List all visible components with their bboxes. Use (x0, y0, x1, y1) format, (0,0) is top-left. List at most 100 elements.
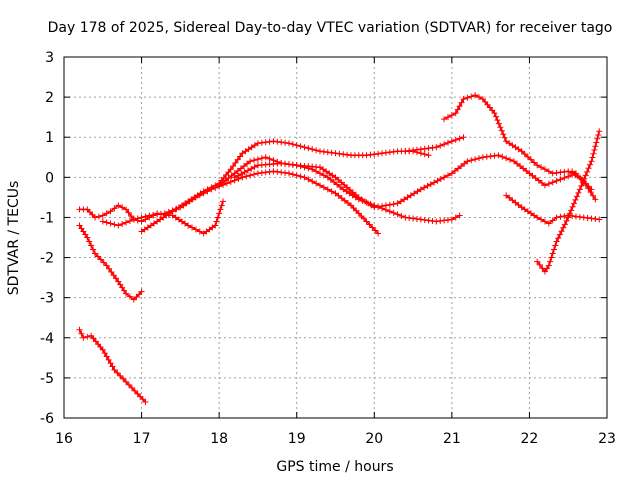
data-point-marker (216, 182, 223, 189)
data-point-marker (119, 284, 126, 291)
data-point-marker (358, 196, 365, 203)
data-point-marker (142, 213, 149, 220)
data-point-marker (552, 242, 559, 249)
data-point-marker (163, 212, 170, 219)
data-point-marker (123, 206, 130, 213)
data-point-marker (341, 197, 348, 204)
data-point-marker (561, 168, 568, 175)
data-point-marker (460, 134, 467, 141)
data-point-marker (228, 172, 235, 179)
data-point-marker (95, 213, 102, 220)
y-tick-labels: -6 -5 -4 -3 -2 -1 0 1 2 3 (40, 50, 54, 427)
data-point-marker (433, 144, 440, 151)
data-point-marker (587, 161, 594, 168)
data-point-marker (421, 145, 428, 152)
data-point-marker (402, 148, 409, 155)
data-point-marker (527, 156, 534, 163)
data-point-marker (425, 152, 432, 159)
data-point-marker (169, 208, 176, 215)
data-point-marker (335, 176, 342, 183)
data-point-marker (375, 203, 382, 210)
data-point-marker (103, 210, 110, 217)
data-point-marker (448, 216, 455, 223)
data-point-marker (394, 211, 401, 218)
data-point-marker (441, 141, 448, 148)
data-point-marker (483, 153, 490, 160)
data-point-marker (216, 210, 223, 217)
data-point-marker (584, 168, 591, 175)
data-point-marker (413, 215, 420, 222)
data-point-marker (123, 290, 130, 297)
data-point-marker (352, 191, 359, 198)
data-point-marker (115, 278, 122, 285)
data-point-marker (266, 168, 273, 175)
data-point-marker (84, 206, 91, 213)
data-point-marker (553, 238, 560, 245)
data-point-marker (146, 212, 153, 219)
data-point-marker (227, 178, 234, 185)
data-point-marker (234, 172, 241, 179)
data-point-marker (99, 218, 106, 225)
data-point-marker (576, 186, 583, 193)
data-point-marker (175, 216, 182, 223)
data-point-marker (254, 140, 261, 147)
data-point-marker (529, 172, 536, 179)
data-point-marker (285, 161, 292, 168)
data-point-marker (413, 146, 420, 153)
data-point-marker (347, 186, 354, 193)
data-point-marker (245, 146, 252, 153)
data-point-marker (531, 212, 538, 219)
data-point-marker (99, 212, 106, 219)
data-point-marker (293, 142, 300, 149)
data-point-marker (107, 208, 114, 215)
data-point-marker (278, 169, 285, 176)
data-point-marker (410, 147, 417, 154)
data-point-marker (160, 214, 167, 221)
data-point-marker (571, 200, 578, 207)
data-point-marker (464, 158, 471, 165)
x-tick-label: 18 (210, 431, 228, 447)
data-point-marker (337, 183, 344, 190)
data-point-marker (407, 192, 414, 199)
data-point-marker (390, 201, 397, 208)
data-point-marker (421, 184, 428, 191)
data-point-marker (154, 218, 161, 225)
data-point-marker (346, 190, 353, 197)
data-point-marker (588, 215, 595, 222)
data-point-marker (585, 165, 592, 172)
data-point-marker (536, 261, 543, 268)
data-point-marker (289, 161, 296, 168)
data-point-marker (109, 363, 116, 370)
data-point-marker (454, 106, 461, 113)
data-point-marker (328, 149, 335, 156)
data-point-marker (185, 222, 192, 229)
x-axis-label: GPS time / hours (276, 459, 393, 475)
data-point-marker (448, 170, 455, 177)
series-track-b (78, 225, 143, 301)
data-point-marker (545, 168, 552, 175)
data-point-marker (523, 167, 530, 174)
data-point-marker (531, 159, 538, 166)
data-point-marker (587, 189, 594, 196)
data-point-marker (596, 128, 603, 135)
data-point-marker (316, 182, 323, 189)
data-point-marker (344, 151, 351, 158)
data-point-marker (472, 92, 479, 99)
y-axis-label: SDTVAR / TECUs (6, 181, 22, 296)
data-point-marker (448, 112, 455, 119)
data-point-marker (398, 212, 405, 219)
data-point-marker (452, 214, 459, 221)
data-point-marker (237, 165, 244, 172)
data-point-marker (344, 184, 351, 191)
data-point-marker (375, 150, 382, 157)
data-point-marker (242, 148, 249, 155)
data-point-marker (455, 165, 462, 172)
data-point-marker (92, 250, 99, 257)
data-point-marker (563, 217, 570, 224)
x-tick-label: 23 (598, 431, 616, 447)
data-point-marker (130, 296, 137, 303)
data-point-marker (90, 246, 97, 253)
data-point-marker (452, 136, 459, 143)
data-point-marker (188, 224, 195, 231)
data-point-marker (258, 139, 265, 146)
